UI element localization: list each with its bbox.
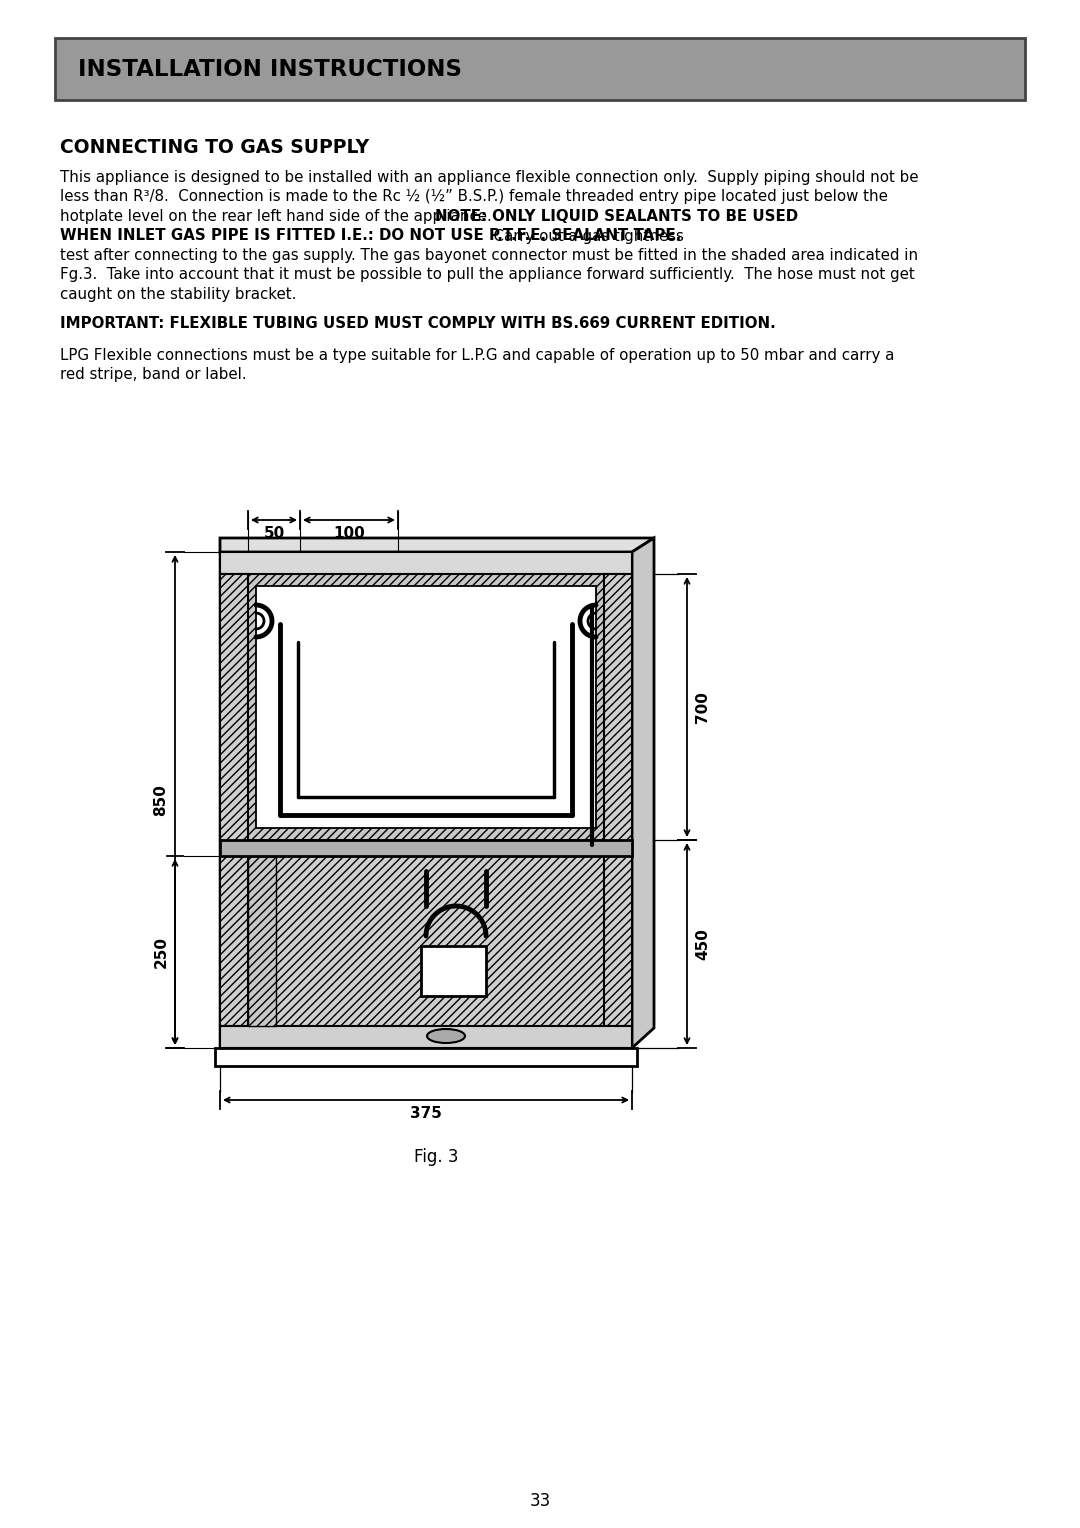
Text: NOTE: ONLY LIQUID SEALANTS TO BE USED: NOTE: ONLY LIQUID SEALANTS TO BE USED [435,209,798,225]
Polygon shape [604,575,632,1025]
Text: 375: 375 [410,1106,442,1122]
Polygon shape [220,552,632,1048]
Polygon shape [421,946,486,996]
Polygon shape [215,1048,637,1067]
Text: less than R³/8.  Connection is made to the Rc ½ (½” B.S.P.) female threaded entr: less than R³/8. Connection is made to th… [60,189,888,205]
Text: CONNECTING TO GAS SUPPLY: CONNECTING TO GAS SUPPLY [60,138,369,157]
Polygon shape [220,552,632,575]
Bar [55,38,1025,99]
Polygon shape [220,538,654,552]
Polygon shape [220,1025,632,1048]
Text: hotplate level on the rear left hand side of the appliance.: hotplate level on the rear left hand sid… [60,209,501,225]
Text: Fig. 3: Fig. 3 [414,1148,458,1166]
Text: LPG Flexible connections must be a type suitable for L.P.G and capable of operat: LPG Flexible connections must be a type … [60,348,894,364]
Text: 33: 33 [529,1491,551,1510]
Ellipse shape [427,1028,465,1044]
Text: caught on the stability bracket.: caught on the stability bracket. [60,287,296,303]
Text: This appliance is designed to be installed with an appliance flexible connection: This appliance is designed to be install… [60,170,918,185]
Text: Carry out a gas tightness: Carry out a gas tightness [484,229,685,243]
Text: 250: 250 [153,937,168,969]
Polygon shape [248,856,276,1025]
Text: 450: 450 [696,927,711,960]
Polygon shape [256,587,596,828]
Text: red stripe, band or label.: red stripe, band or label. [60,368,246,382]
Polygon shape [248,575,604,840]
Text: 700: 700 [696,691,711,723]
Text: 850: 850 [153,784,168,816]
Polygon shape [220,840,632,856]
Text: IMPORTANT: FLEXIBLE TUBING USED MUST COMPLY WITH BS.669 CURRENT EDITION.: IMPORTANT: FLEXIBLE TUBING USED MUST COM… [60,316,775,332]
Text: Fg.3.  Take into account that it must be possible to pull the appliance forward : Fg.3. Take into account that it must be … [60,267,915,283]
Text: INSTALLATION INSTRUCTIONS: INSTALLATION INSTRUCTIONS [78,58,462,81]
Polygon shape [248,840,604,1025]
Text: WHEN INLET GAS PIPE IS FITTED I.E.: DO NOT USE P.T.F.E. SEALANT TAPE.: WHEN INLET GAS PIPE IS FITTED I.E.: DO N… [60,229,681,243]
Text: test after connecting to the gas supply. The gas bayonet connector must be fitte: test after connecting to the gas supply.… [60,248,918,263]
Text: 50: 50 [264,527,285,541]
Polygon shape [632,538,654,1048]
Text: 100: 100 [333,527,365,541]
Polygon shape [220,575,248,1025]
